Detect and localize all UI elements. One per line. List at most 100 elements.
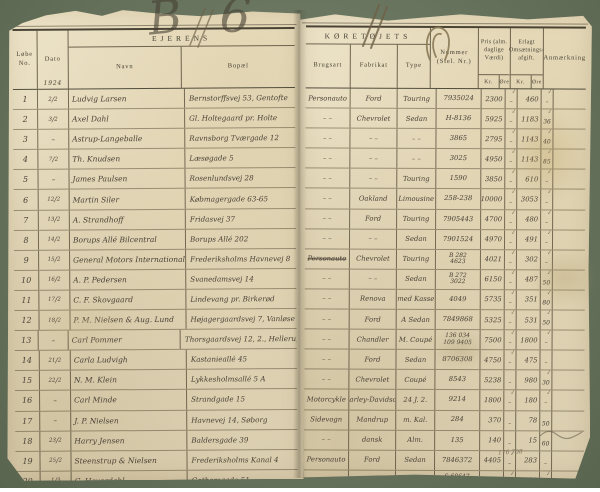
vehicle-make: Renova — [350, 290, 397, 309]
vehicle-make: – – — [350, 229, 397, 248]
price-kr: 2300 — [482, 89, 506, 108]
vehicle-type: – – — [397, 129, 436, 148]
price-kr: 11000 — [480, 471, 504, 490]
tax-kr: 610 — [517, 170, 541, 189]
vehicle-type: Coupé — [396, 370, 435, 389]
vehicle-type: Touring — [398, 89, 437, 108]
owner-residence: Havnevej 14, Søborg — [187, 410, 267, 430]
vehicle-use: – – — [305, 330, 350, 349]
tax-ore: ✓– — [541, 331, 553, 350]
vehicle-use: – – — [305, 149, 350, 168]
vehicle-number: 135 — [435, 431, 480, 450]
owner-name: Borups Allé Bilcentral — [70, 229, 186, 249]
price-ore: ✓– — [505, 230, 517, 249]
price-ore: – — [504, 371, 516, 390]
tax-kr: 475 — [516, 351, 540, 370]
vehicle-number: 7901524 — [436, 230, 481, 249]
vehicle-number: H-8136 — [437, 109, 482, 128]
owner-name: C. F. Skovgaard — [70, 290, 186, 310]
vehicle-type: Limousine — [397, 189, 436, 208]
owner-residence: Thorsgaardsvej 12, 2., Hellerup — [181, 329, 297, 349]
row-number: 8 — [14, 230, 39, 249]
owner-residence: Ravnsborg Tværgade 12 — [185, 128, 279, 148]
price-kr: 4970 — [481, 230, 505, 249]
ledger-right-page: KØRETØJETS Brugsart Fabrikat Type Nummer… — [298, 11, 592, 478]
row-number: 6 — [14, 190, 39, 209]
vehicle-make: Chevrolet — [351, 109, 398, 128]
vehicle-type: Sedan — [398, 109, 437, 128]
owner-residence: Borups Allé 202 — [186, 229, 248, 249]
price-kr: 6150 — [481, 270, 505, 289]
vehicle-make: Chevrolet — [349, 370, 396, 389]
column-header-tax: Erlagt Omsætnings-afgift. Kr. Øre — [510, 28, 543, 88]
vehicle-make: dansk — [349, 430, 396, 449]
vehicle-use: – – — [305, 209, 350, 228]
vehicle-type: A Sedan — [397, 310, 436, 329]
vehicle-make: Chevrolet — [350, 249, 397, 268]
owner-name: Harry Jensen — [71, 430, 187, 450]
row-number: 12 — [14, 311, 39, 330]
price-ore: ✓– — [505, 190, 517, 209]
owner-name: James Paulsen — [69, 169, 185, 189]
price-kr: 4021 — [481, 250, 505, 269]
price-kr: 4750 — [480, 350, 504, 369]
owner-name: Carl Minde — [71, 390, 187, 410]
vehicle-type: Alm. — [396, 430, 435, 449]
entry-date: – — [40, 411, 71, 430]
vehicle-type: Sedan — [396, 350, 435, 369]
row-number: 9 — [14, 251, 39, 270]
vehicle-make: Ford — [350, 310, 397, 329]
price-kr: 5238 — [480, 370, 504, 389]
price-ore: ✓– — [504, 350, 516, 369]
vehicle-type: m. Kal. — [396, 410, 435, 429]
column-header-make: Fabrikat — [351, 45, 398, 88]
owner-name: Steenstrup & Nielsen — [71, 450, 187, 470]
owner-residence: Strandgade 15 — [187, 390, 245, 409]
owner-residence: Baldersgade 39 — [187, 430, 248, 450]
vehicle-use: – – — [305, 129, 350, 148]
entry-date: – — [40, 391, 71, 410]
row-number: 4 — [13, 150, 38, 169]
owner-residence: Læsøgade 5 — [185, 149, 233, 168]
vehicle-make: Buick — [349, 470, 396, 489]
vehicle-use: Personauto — [306, 88, 351, 107]
price-kr: 370 — [480, 411, 504, 430]
row-number: 13 — [15, 331, 39, 350]
row-number: 10 — [14, 271, 39, 290]
price-ore: ✓– — [505, 330, 517, 349]
price-ore: ✓– — [506, 89, 518, 108]
owner-name: Axel Dahl — [69, 109, 185, 129]
price-ore: ✓– — [505, 290, 517, 309]
price-ore: ✓– — [506, 109, 518, 128]
price-ore: ✓– — [505, 310, 517, 329]
vehicle-use: – – — [305, 189, 350, 208]
tax-ore: – — [540, 451, 552, 470]
price-kr: 7500 — [481, 330, 505, 349]
tax-kr: 3053 — [517, 190, 541, 209]
price-kr: 4700 — [481, 210, 505, 229]
tax-ore: ✓– — [540, 391, 552, 410]
tax-ore: ✓85 — [541, 150, 553, 169]
price-ore: ✓– — [505, 270, 517, 289]
